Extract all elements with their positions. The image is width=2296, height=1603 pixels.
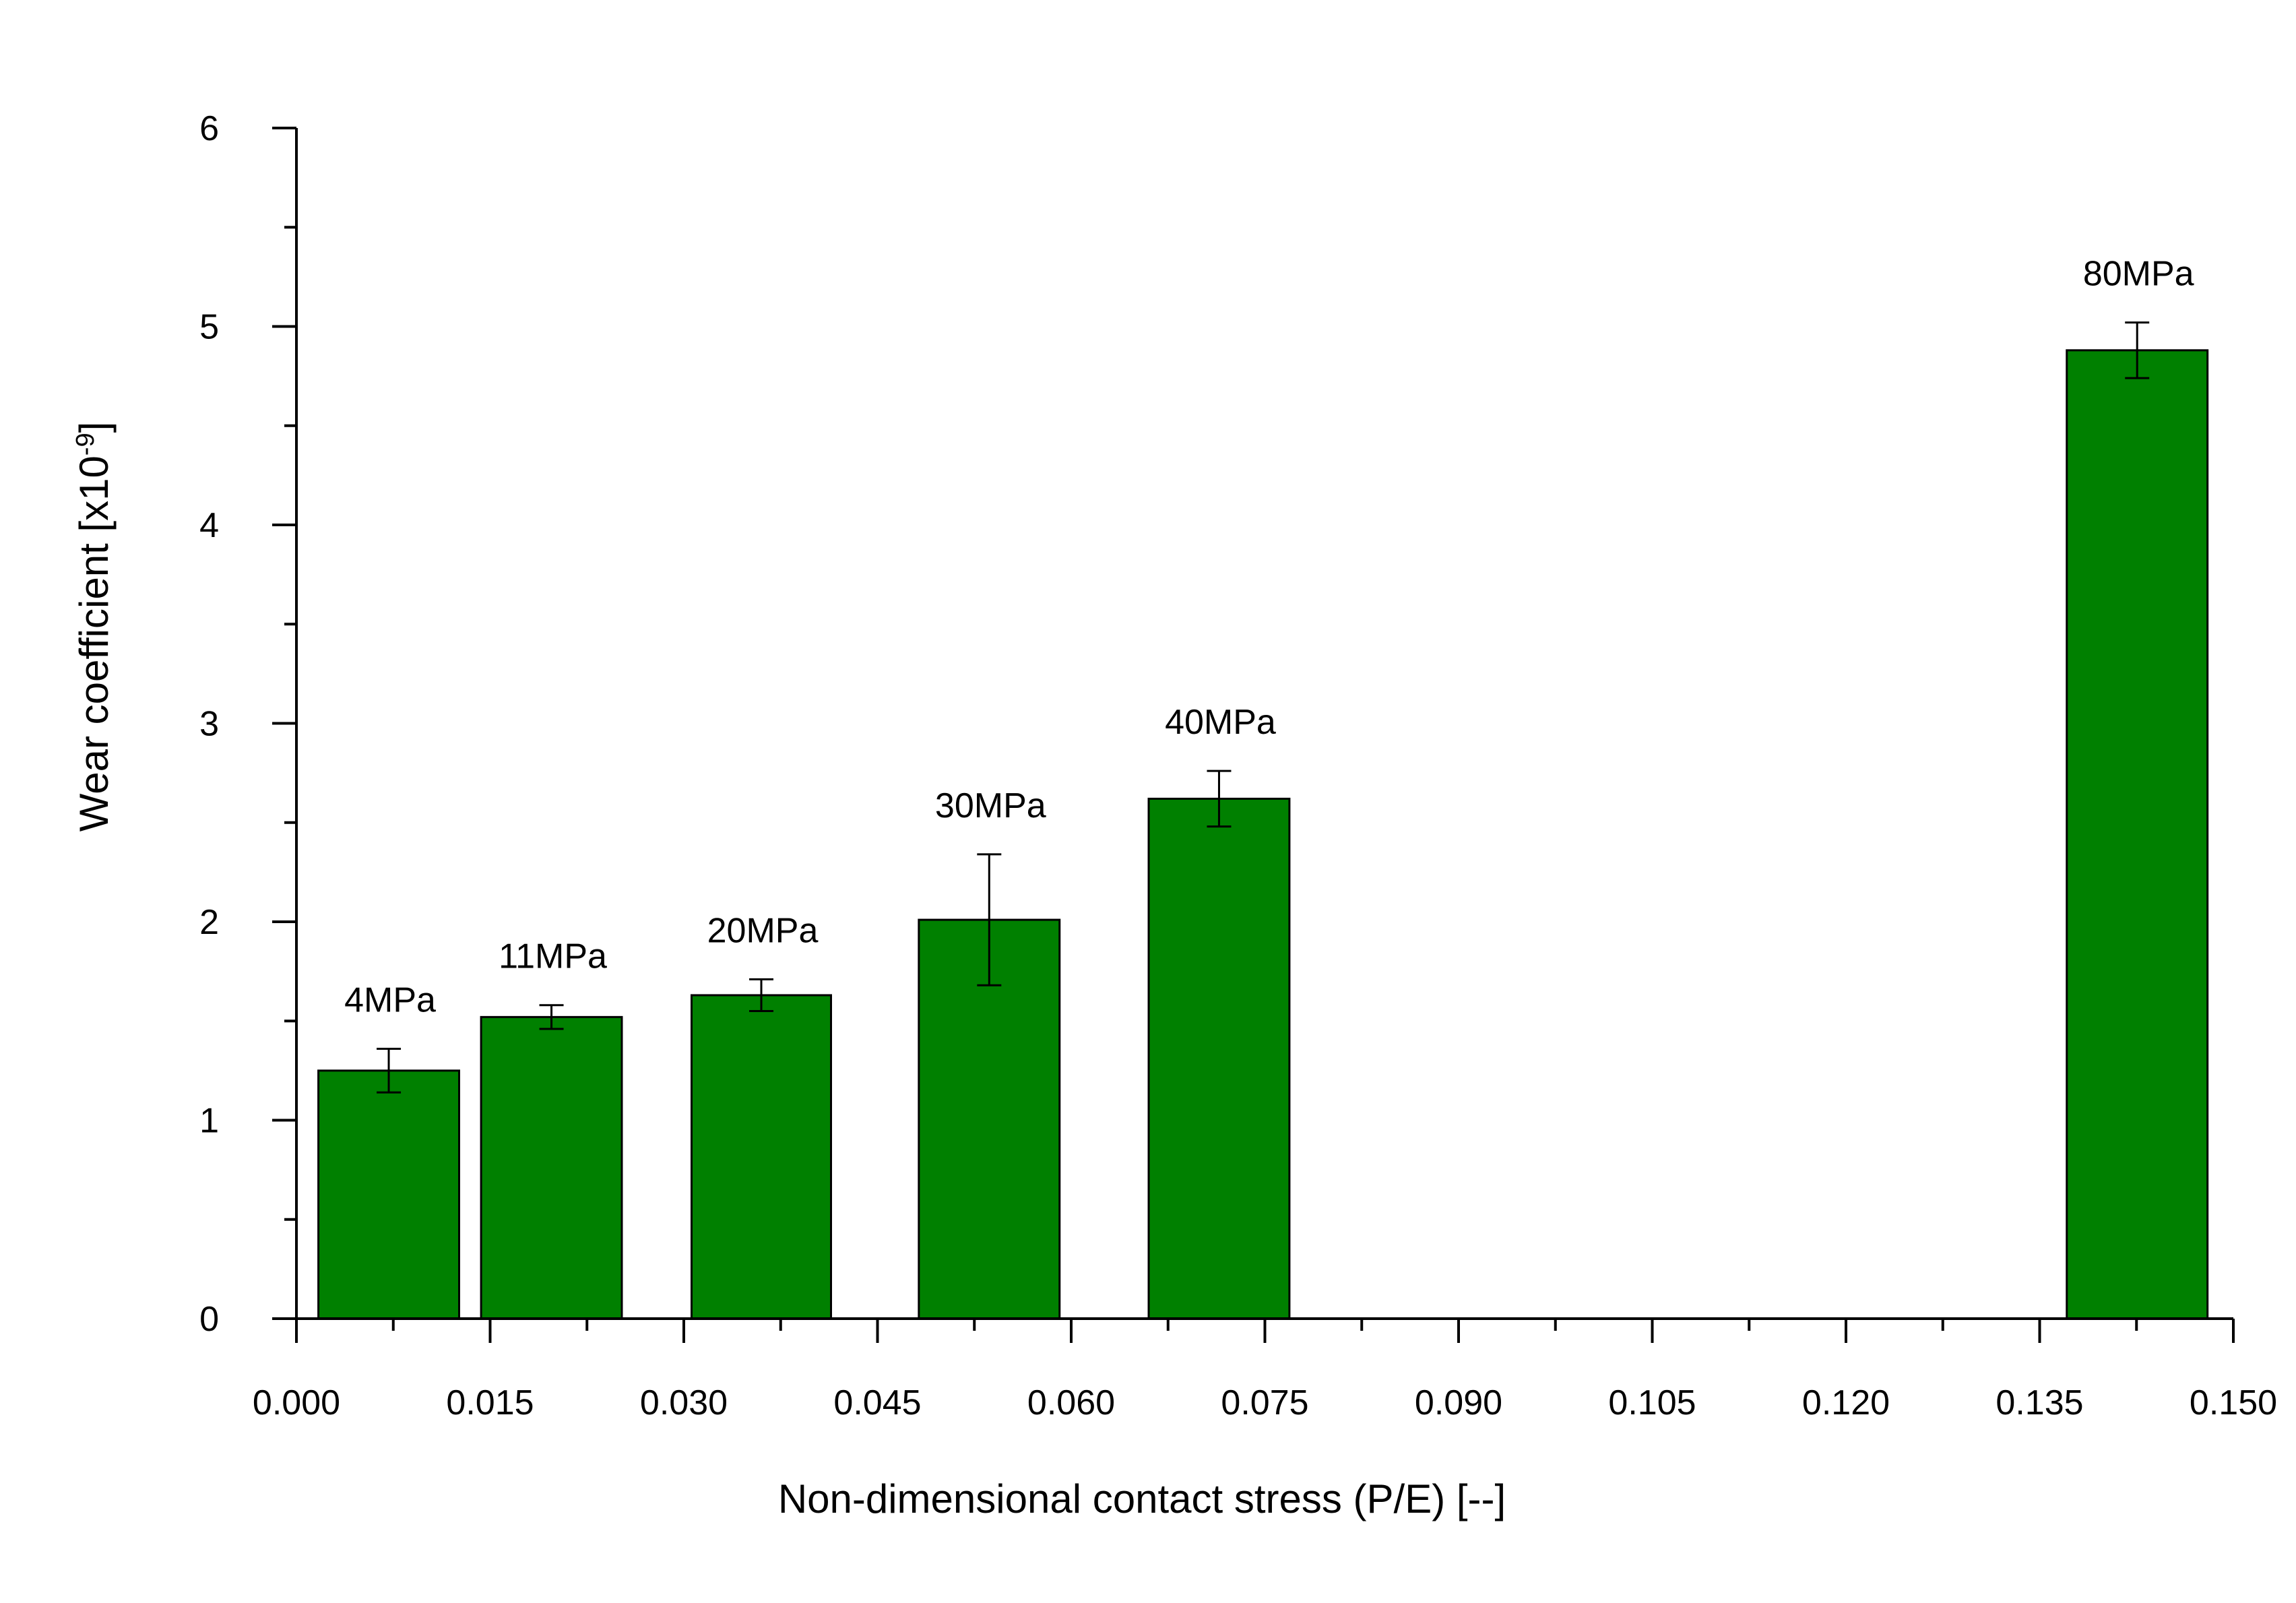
- error-bar-40MPa: [1207, 769, 1232, 828]
- y-tick-label-6: 6: [199, 109, 219, 148]
- y-axis-title-superscript: -9: [71, 433, 100, 455]
- bar-label-20MPa: 20MPa: [707, 911, 819, 950]
- bars-layer: [317, 349, 2209, 1320]
- y-axis-title: Wear coefficient [x10-9]: [71, 422, 117, 832]
- y-axis-title-main: Wear coefficient [x10: [71, 455, 117, 831]
- x-tick-label-0.150: 0.150: [2190, 1383, 2277, 1422]
- x-tick-label-0.090: 0.090: [1415, 1383, 1502, 1422]
- y-tick-label-0: 0: [199, 1300, 219, 1339]
- y-tick-label-5: 5: [199, 308, 219, 347]
- x-axis-title: Non-dimensional contact stress (P/E) [--…: [778, 1476, 1506, 1521]
- x-tick-label-0.120: 0.120: [1802, 1383, 1890, 1422]
- bar-label-80MPa: 80MPa: [2083, 255, 2194, 294]
- bar-label-30MPa: 30MPa: [935, 786, 1046, 825]
- x-tick-label-0.105: 0.105: [1608, 1383, 1696, 1422]
- bar-80MPa: [2066, 349, 2209, 1320]
- bar-20MPa: [691, 994, 832, 1320]
- error-bar-30MPa: [977, 853, 1002, 986]
- bar-label-40MPa: 40MPa: [1165, 703, 1276, 742]
- x-tick-label-0.060: 0.060: [1027, 1383, 1115, 1422]
- bar-40MPa: [1147, 797, 1291, 1320]
- y-tick-label-4: 4: [199, 506, 219, 545]
- x-tick-label-0.000: 0.000: [253, 1383, 340, 1422]
- error-bars-layer: [377, 321, 2150, 1094]
- bar-label-11MPa: 11MPa: [499, 937, 607, 976]
- x-tick-label-0.075: 0.075: [1221, 1383, 1308, 1422]
- error-bar-20MPa: [749, 978, 773, 1013]
- x-tick-label-0.135: 0.135: [1996, 1383, 2083, 1422]
- error-bar-11MPa: [539, 1004, 564, 1030]
- y-tick-label-3: 3: [199, 705, 219, 744]
- bar-label-4MPa: 4MPa: [344, 980, 436, 1019]
- x-tick-label-0.045: 0.045: [833, 1383, 921, 1422]
- y-tick-label-2: 2: [199, 903, 219, 942]
- bar-11MPa: [480, 1015, 623, 1320]
- error-bar-80MPa: [2125, 321, 2150, 379]
- bar-4MPa: [317, 1069, 461, 1320]
- error-bar-4MPa: [377, 1047, 402, 1094]
- x-tick-label-0.030: 0.030: [640, 1383, 728, 1422]
- ticks-layer: 0 1 2 3 4 5 6 0.000 0.015 0.030 0.045 0.060 0.075 0.0…: [199, 109, 2277, 1422]
- bar-labels-layer: 4MPa 11MPa 20MPa 30MPa 40MPa 80MPa: [344, 255, 2194, 1020]
- y-axis-title-end: ]: [71, 422, 117, 433]
- x-tick-label-0.015: 0.015: [446, 1383, 534, 1422]
- y-tick-label-1: 1: [199, 1102, 219, 1141]
